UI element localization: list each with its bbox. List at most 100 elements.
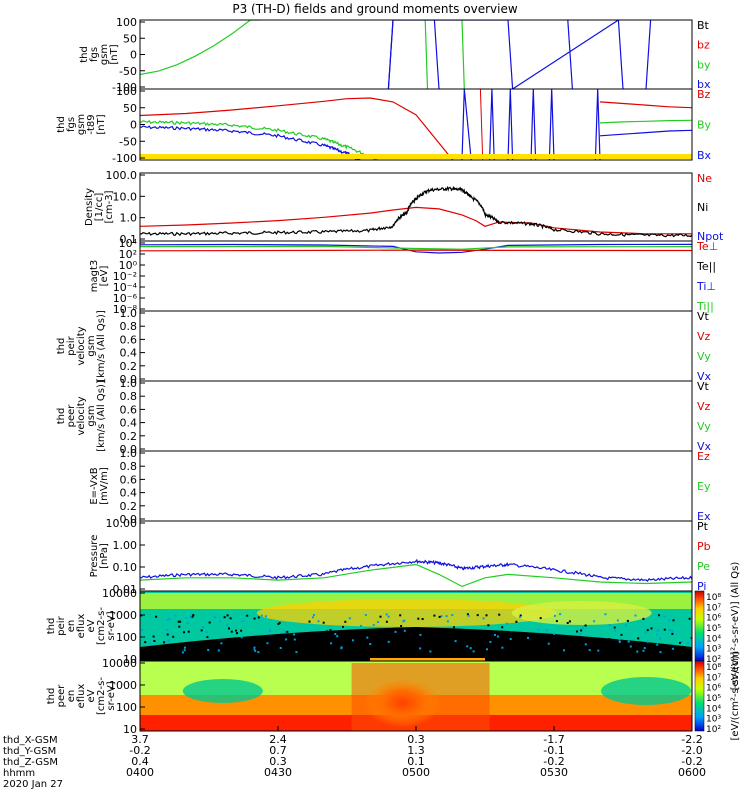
heatmap-pixel xyxy=(688,617,691,620)
heatmap-pixel xyxy=(503,638,506,641)
y-axis-label-line: eflux xyxy=(76,684,87,709)
heatmap-pixel xyxy=(226,624,229,627)
y-tick-label: 0.8 xyxy=(120,390,138,403)
heatmap-pixel xyxy=(316,646,319,649)
x-axis-value: -0.2 xyxy=(543,755,564,768)
heatmap-pixel xyxy=(505,622,508,625)
y-tick-label: 100 xyxy=(116,85,137,98)
series-Bx xyxy=(140,125,362,160)
heatmap-pixel xyxy=(634,614,637,617)
y-axis-label-line: peir xyxy=(56,615,67,635)
y-tick-label: 100 xyxy=(116,16,137,29)
heatmap-pixel xyxy=(511,647,514,650)
heatmap-pixel xyxy=(614,629,617,632)
heatmap-pixel xyxy=(169,644,172,647)
heatmap-pixel xyxy=(226,614,229,617)
heatmap-pixel xyxy=(257,616,260,619)
y-tick-label: 1.00 xyxy=(113,539,138,552)
heatmap-pixel xyxy=(528,649,531,652)
panel-p7: 1.00.80.60.40.20.0 E=-VxB [mV/m] Ez Ey Ex xyxy=(89,447,711,526)
series-By_late xyxy=(599,119,692,124)
heatmap-pixel xyxy=(172,635,175,638)
heatmap-noflux-region xyxy=(140,627,692,661)
heatmap-pixel xyxy=(445,615,448,618)
heatmap-pixel xyxy=(582,626,584,629)
heatmap-pixel xyxy=(295,651,298,654)
y-tick-label: 1.0 xyxy=(120,307,138,320)
heatmap-pixel xyxy=(663,628,666,631)
heatmap-pixel xyxy=(229,617,232,620)
plot-area-p3 xyxy=(140,185,692,238)
legend-entry: Bt xyxy=(697,19,710,32)
y-axis-label-line: gsm xyxy=(86,405,97,426)
heatmap-pixel xyxy=(566,622,569,624)
panel-frame xyxy=(139,380,693,452)
x-axis-value: 1.3 xyxy=(407,744,425,757)
y-tick-label: 10 xyxy=(123,653,137,666)
heatmap-pixel xyxy=(141,629,143,631)
y-axis-label-line: en xyxy=(66,620,77,633)
heatmap-pixel xyxy=(254,649,257,652)
heatmap-pixel xyxy=(591,637,594,640)
heatmap-pixel xyxy=(469,647,472,650)
x-axis-value: -1.7 xyxy=(543,733,564,746)
y-tick-label: 1.0 xyxy=(120,212,138,225)
heatmap-pixel xyxy=(671,632,674,635)
heatmap-pixel xyxy=(637,637,640,640)
heatmap-pixel xyxy=(312,616,314,619)
panel-p1: 100 50 0 -50 -100 thd fgs gsm [nT] Bt bz by bx xyxy=(79,16,711,94)
heatmap-pixel xyxy=(174,614,177,617)
heatmap-pixel xyxy=(482,617,485,620)
heatmap-pixel xyxy=(153,640,156,642)
heatmap-pixel xyxy=(379,615,382,618)
colorbar-tick-label: 10⁷ xyxy=(706,673,721,683)
heatmap-pixel xyxy=(253,648,256,651)
heatmap-pixel xyxy=(366,636,369,639)
y-tick-label: 10² xyxy=(119,248,137,261)
heatmap-pixel xyxy=(284,630,287,633)
heatmap-pixel xyxy=(456,641,459,644)
heatmap-pixel xyxy=(553,632,555,635)
legend-entry: Vz xyxy=(697,330,711,343)
heatmap-pixel xyxy=(223,616,226,619)
heatmap-pixel xyxy=(666,644,669,647)
x-axis-row-label: thd_Y-GSM xyxy=(3,746,56,757)
heatmap-pixel xyxy=(433,614,436,617)
heatmap-cool-right xyxy=(601,677,691,705)
legend-entry: Vx xyxy=(697,440,712,453)
heatmap-pixel xyxy=(278,621,281,624)
y-axis-label-p4: magt3 [eV] xyxy=(89,260,110,293)
heatmap-pixel xyxy=(604,613,607,616)
heatmap-pixel xyxy=(377,621,379,624)
heatmap-pixel xyxy=(149,642,152,645)
heatmap-pixel xyxy=(636,650,639,653)
heatmap-pixel xyxy=(210,651,213,654)
y-axis-label-line: -t89 xyxy=(86,114,97,134)
heatmap-pixel xyxy=(552,646,555,649)
legend-p1: Bt bz by bx xyxy=(697,19,711,91)
heatmap-pixel xyxy=(400,625,403,627)
y-axis-label-line: [1/cc] xyxy=(94,193,105,222)
y-tick-label: -50 xyxy=(119,135,137,148)
y-tick-label: 0.6 xyxy=(120,333,138,346)
heatmap-pixel xyxy=(451,614,454,616)
heatmap-pixel xyxy=(687,641,690,644)
heatmap-pixel xyxy=(406,651,409,653)
heatmap-pixel xyxy=(207,648,210,651)
y-axis-label-p6: thd peer velocity gsm [km/s (All Qs)] xyxy=(56,380,107,452)
y-axis-label-line: [eV] xyxy=(99,266,110,287)
heatmap-pixel xyxy=(631,649,634,652)
x-axis-value: 3.7 xyxy=(131,733,149,746)
y-tick-label: 50 xyxy=(123,32,137,45)
heatmap-pixel xyxy=(330,642,333,645)
heatmap-pixel xyxy=(206,636,209,639)
heatmap-pixel xyxy=(348,617,351,620)
heatmap-pixel xyxy=(593,620,596,623)
heatmap-pixel xyxy=(166,633,169,636)
y-axis-label-line: fgs xyxy=(66,117,77,132)
y-tick-label: 50 xyxy=(123,102,137,115)
heatmap-pixel xyxy=(241,620,244,622)
heatmap-pixel xyxy=(457,638,460,641)
